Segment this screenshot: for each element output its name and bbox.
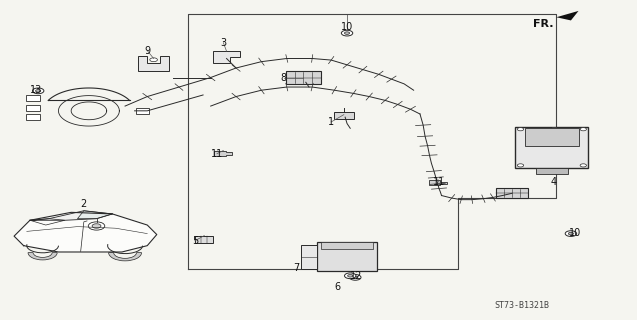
Bar bbox=[26, 105, 40, 110]
Bar bbox=[286, 71, 320, 84]
Polygon shape bbox=[78, 211, 112, 219]
Text: 3: 3 bbox=[220, 38, 226, 48]
Text: FR.: FR. bbox=[533, 19, 553, 28]
Circle shape bbox=[517, 128, 524, 131]
Polygon shape bbox=[138, 56, 169, 71]
Bar bbox=[196, 236, 213, 243]
Polygon shape bbox=[556, 11, 578, 20]
Circle shape bbox=[350, 275, 361, 280]
Polygon shape bbox=[14, 212, 157, 252]
Wedge shape bbox=[28, 252, 57, 260]
Circle shape bbox=[568, 232, 573, 235]
Circle shape bbox=[150, 58, 157, 62]
Text: 11: 11 bbox=[211, 149, 223, 159]
Circle shape bbox=[32, 88, 44, 94]
Text: 12: 12 bbox=[350, 271, 362, 281]
Circle shape bbox=[345, 32, 350, 34]
Text: 10: 10 bbox=[569, 228, 582, 238]
Circle shape bbox=[353, 276, 358, 279]
Circle shape bbox=[580, 164, 587, 167]
Text: 10: 10 bbox=[341, 22, 353, 32]
Text: 2: 2 bbox=[81, 199, 87, 209]
Circle shape bbox=[565, 231, 576, 236]
Circle shape bbox=[36, 90, 41, 92]
Circle shape bbox=[348, 275, 353, 277]
Circle shape bbox=[345, 273, 356, 279]
Bar bbox=[301, 245, 317, 269]
Text: ST73-B1321B: ST73-B1321B bbox=[494, 301, 549, 310]
Bar bbox=[26, 114, 40, 120]
Circle shape bbox=[89, 222, 104, 230]
Text: 5: 5 bbox=[192, 236, 198, 246]
Bar bbox=[536, 168, 568, 174]
Bar bbox=[320, 243, 373, 250]
Bar bbox=[136, 108, 149, 114]
Circle shape bbox=[341, 30, 353, 36]
Text: 13: 13 bbox=[30, 85, 43, 95]
Circle shape bbox=[517, 164, 524, 167]
Bar bbox=[317, 243, 377, 271]
Text: 8: 8 bbox=[280, 73, 287, 83]
Text: 6: 6 bbox=[334, 282, 341, 292]
Bar bbox=[515, 127, 589, 168]
Text: 1: 1 bbox=[328, 117, 334, 127]
Circle shape bbox=[92, 224, 101, 228]
Text: 7: 7 bbox=[293, 263, 299, 273]
Bar bbox=[524, 128, 579, 146]
Polygon shape bbox=[215, 151, 233, 156]
Circle shape bbox=[580, 128, 587, 131]
Bar bbox=[496, 188, 528, 198]
Text: 9: 9 bbox=[144, 45, 150, 56]
Polygon shape bbox=[429, 180, 447, 185]
Bar bbox=[334, 112, 354, 119]
Polygon shape bbox=[30, 211, 112, 220]
Polygon shape bbox=[213, 51, 241, 63]
Text: 11: 11 bbox=[433, 177, 445, 187]
Wedge shape bbox=[108, 252, 141, 261]
Bar bbox=[26, 95, 40, 101]
Text: 4: 4 bbox=[550, 177, 556, 187]
